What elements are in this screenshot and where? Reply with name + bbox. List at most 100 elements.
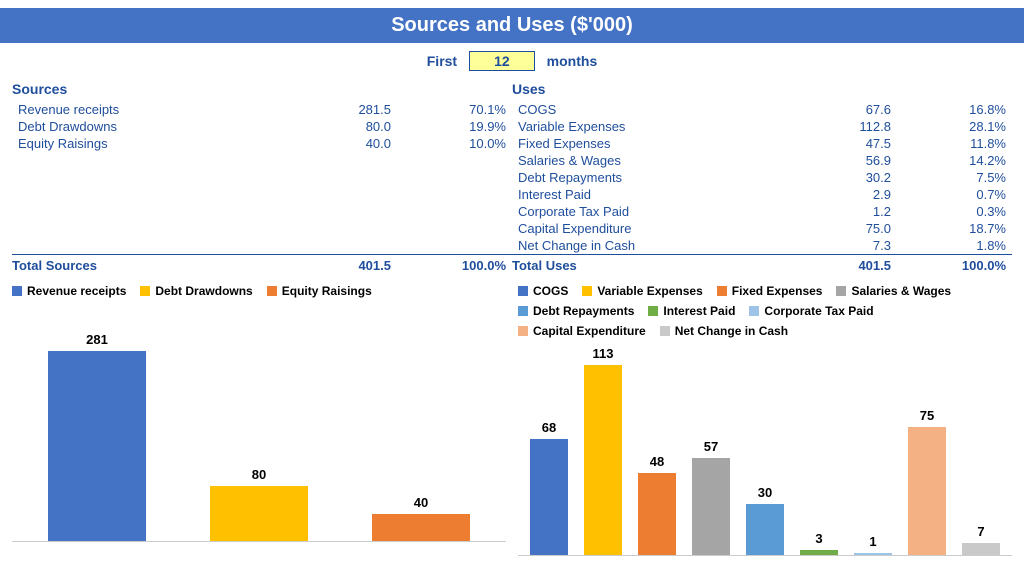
legend-label: Revenue receipts	[27, 284, 126, 298]
bar-value-label: 7	[977, 524, 984, 539]
legend-swatch	[749, 306, 759, 316]
table-row: Interest Paid2.90.7%	[512, 186, 1012, 203]
bar: 48	[630, 346, 684, 555]
page-title: Sources and Uses ($'000)	[0, 8, 1024, 43]
sources-legend: Revenue receiptsDebt DrawdownsEquity Rai…	[12, 284, 506, 332]
period-pre-label: First	[427, 53, 457, 69]
row-pct: 0.3%	[897, 203, 1012, 220]
uses-table: COGS67.616.8%Variable Expenses112.828.1%…	[512, 101, 1012, 274]
row-label: Salaries & Wages	[512, 152, 787, 169]
bar: 68	[522, 346, 576, 555]
legend-label: Interest Paid	[663, 304, 735, 318]
table-row: Debt Repayments30.27.5%	[512, 169, 1012, 186]
legend-swatch	[267, 286, 277, 296]
sources-column: Sources Revenue receipts281.570.1%Debt D…	[12, 79, 512, 274]
row-pct: 16.8%	[897, 101, 1012, 118]
bar: 80	[178, 332, 340, 541]
bar: 40	[340, 332, 502, 541]
bar-value-label: 1	[869, 534, 876, 549]
legend-swatch	[140, 286, 150, 296]
period-post-label: months	[547, 53, 598, 69]
row-value: 281.5	[287, 101, 397, 118]
row-label: Equity Raisings	[12, 135, 287, 152]
legend-item: Variable Expenses	[582, 284, 702, 298]
row-label: Fixed Expenses	[512, 135, 787, 152]
bar-rect	[854, 553, 893, 555]
sources-header: Sources	[12, 79, 512, 101]
total-pct: 100.0%	[897, 255, 1012, 275]
bar: 3	[792, 346, 846, 555]
row-label: COGS	[512, 101, 787, 118]
table-row: COGS67.616.8%	[512, 101, 1012, 118]
legend-item: Revenue receipts	[12, 284, 126, 298]
row-label: Interest Paid	[512, 186, 787, 203]
row-value: 67.6	[787, 101, 897, 118]
legend-swatch	[836, 286, 846, 296]
legend-item: Debt Drawdowns	[140, 284, 252, 298]
period-input[interactable]: 12	[469, 51, 535, 71]
row-value: 56.9	[787, 152, 897, 169]
total-row: Total Sources401.5100.0%	[12, 255, 512, 275]
row-value: 7.3	[787, 237, 897, 255]
row-label: Debt Repayments	[512, 169, 787, 186]
bar-value-label: 68	[542, 420, 556, 435]
legend-label: Variable Expenses	[597, 284, 702, 298]
bar-rect	[692, 458, 731, 555]
row-pct: 1.8%	[897, 237, 1012, 255]
row-pct: 0.7%	[897, 186, 1012, 203]
total-pct: 100.0%	[397, 255, 512, 275]
legend-label: Net Change in Cash	[675, 324, 788, 338]
legend-label: Debt Repayments	[533, 304, 634, 318]
bar-value-label: 80	[252, 467, 266, 482]
row-label: Corporate Tax Paid	[512, 203, 787, 220]
bar-value-label: 281	[86, 332, 108, 347]
bar: 57	[684, 346, 738, 555]
row-value: 2.9	[787, 186, 897, 203]
row-pct: 70.1%	[397, 101, 512, 118]
bar-rect	[48, 351, 145, 541]
total-label: Total Sources	[12, 255, 287, 275]
legend-item: Interest Paid	[648, 304, 735, 318]
legend-swatch	[660, 326, 670, 336]
row-pct: 14.2%	[897, 152, 1012, 169]
table-row: Net Change in Cash7.31.8%	[512, 237, 1012, 255]
row-label: Capital Expenditure	[512, 220, 787, 237]
legend-item: COGS	[518, 284, 568, 298]
bar-rect	[530, 439, 569, 555]
legend-item: Debt Repayments	[518, 304, 634, 318]
row-value: 80.0	[287, 118, 397, 135]
bar-rect	[210, 486, 307, 541]
legend-item: Fixed Expenses	[717, 284, 823, 298]
row-pct: 7.5%	[897, 169, 1012, 186]
bar-rect	[372, 514, 469, 541]
legend-item: Salaries & Wages	[836, 284, 951, 298]
row-label: Revenue receipts	[12, 101, 287, 118]
legend-swatch	[582, 286, 592, 296]
legend-label: Salaries & Wages	[851, 284, 951, 298]
bar-value-label: 40	[414, 495, 428, 510]
table-row: Variable Expenses112.828.1%	[512, 118, 1012, 135]
bar-value-label: 30	[758, 485, 772, 500]
bar-rect	[584, 365, 623, 555]
legend-item: Net Change in Cash	[660, 324, 788, 338]
table-row: Debt Drawdowns80.019.9%	[12, 118, 512, 135]
legend-swatch	[518, 306, 528, 316]
table-row: Salaries & Wages56.914.2%	[512, 152, 1012, 169]
row-value: 75.0	[787, 220, 897, 237]
legend-label: Debt Drawdowns	[155, 284, 252, 298]
charts-region: Revenue receiptsDebt DrawdownsEquity Rai…	[0, 274, 1024, 556]
legend-label: Corporate Tax Paid	[764, 304, 873, 318]
legend-swatch	[518, 326, 528, 336]
row-pct: 11.8%	[897, 135, 1012, 152]
total-value: 401.5	[787, 255, 897, 275]
row-label: Debt Drawdowns	[12, 118, 287, 135]
uses-legend: COGS Variable Expenses Fixed Expenses Salar…	[518, 284, 1012, 346]
row-pct: 19.9%	[397, 118, 512, 135]
legend-label: Fixed Expenses	[732, 284, 823, 298]
bar-rect	[800, 550, 839, 555]
bar: 113	[576, 346, 630, 555]
tables-region: Sources Revenue receipts281.570.1%Debt D…	[0, 79, 1024, 274]
row-pct: 10.0%	[397, 135, 512, 152]
row-value: 1.2	[787, 203, 897, 220]
legend-item: Capital Expenditure	[518, 324, 646, 338]
